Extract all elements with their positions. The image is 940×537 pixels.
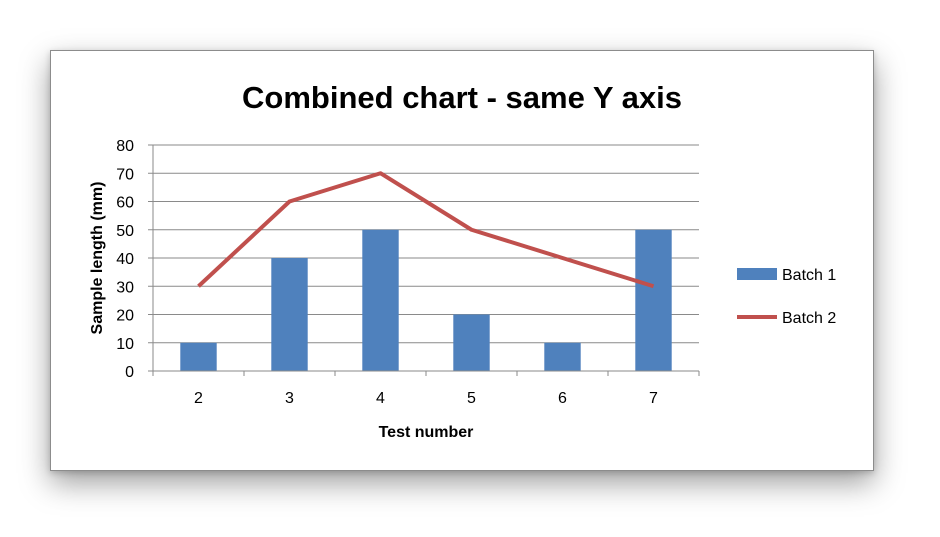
x-axis-title: Test number	[379, 424, 474, 441]
bar-6	[544, 342, 581, 371]
axes	[148, 144, 700, 376]
y-tick-labels: 0 10 20 30 40 50 60 70 80	[116, 138, 134, 381]
y-axis-title: Sample length (mm)	[89, 182, 106, 335]
y-tick-label-0: 0	[125, 364, 134, 381]
x-tick-label-7: 7	[649, 390, 658, 407]
bar-7	[635, 229, 672, 371]
y-tick-label-50: 50	[116, 223, 134, 240]
x-tick-labels: 2 3 4 5 6 7	[194, 390, 658, 407]
y-tick-label-70: 70	[116, 166, 134, 183]
y-tick-label-10: 10	[116, 336, 134, 353]
chart-title: Combined chart - same Y axis	[242, 80, 682, 115]
line-series	[197, 171, 655, 289]
legend-label-2: Batch 2	[782, 310, 836, 327]
bar-3	[271, 258, 308, 371]
bar-4	[362, 229, 399, 371]
bar-5	[453, 314, 490, 371]
x-tick-label-3: 3	[285, 390, 294, 407]
legend-swatch-batch-1	[737, 268, 777, 280]
x-tick-label-6: 6	[558, 390, 567, 407]
line-batch-2	[197, 171, 655, 289]
bar-2	[180, 342, 217, 371]
y-tick-label-30: 30	[116, 279, 134, 296]
y-tick-label-20: 20	[116, 308, 134, 325]
x-tick-label-5: 5	[467, 390, 476, 407]
chart-frame	[50, 50, 874, 471]
y-tick-label-80: 80	[116, 138, 134, 155]
x-tick-label-4: 4	[376, 390, 385, 407]
x-tick-label-2: 2	[194, 390, 203, 407]
bar-series	[180, 229, 672, 371]
y-tick-label-60: 60	[116, 195, 134, 212]
legend: Batch 1 Batch 2	[737, 267, 836, 327]
gridlines	[153, 144, 699, 344]
y-tick-label-40: 40	[116, 251, 134, 268]
legend-label-1: Batch 1	[782, 267, 836, 284]
